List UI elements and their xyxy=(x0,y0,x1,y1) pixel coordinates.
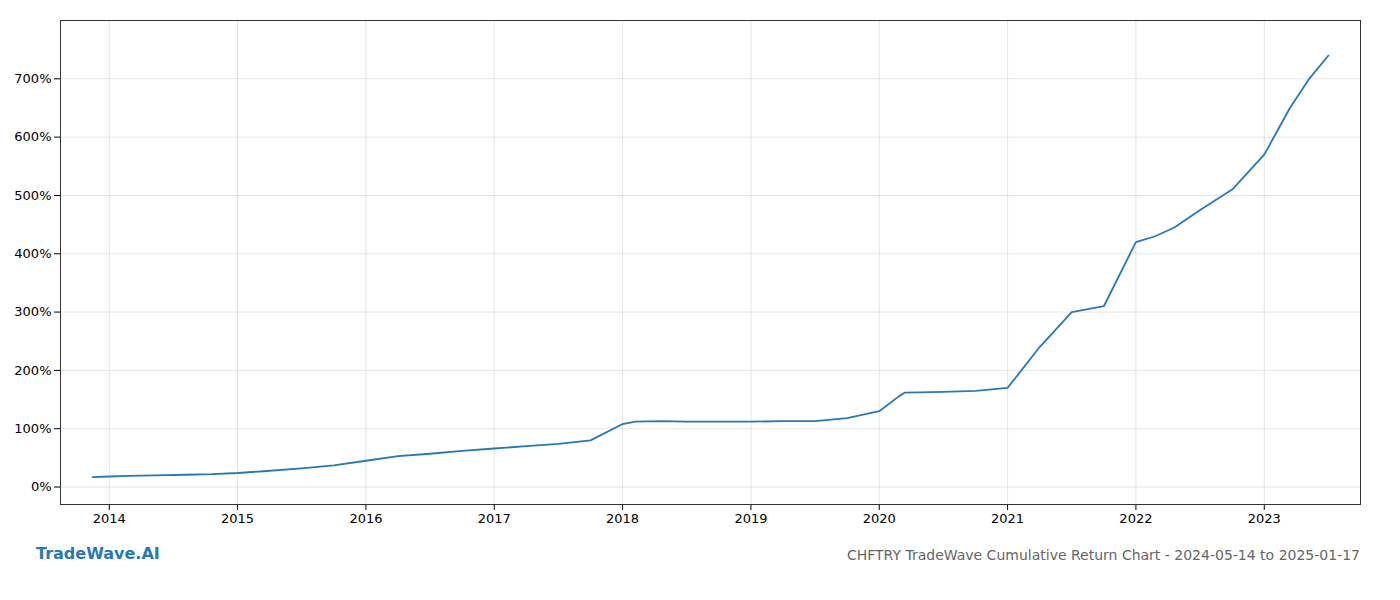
svg-text:2021: 2021 xyxy=(991,511,1024,526)
svg-text:2019: 2019 xyxy=(734,511,767,526)
html-text:TradeWave.AI: TradeWave.AI xyxy=(36,544,160,563)
svg-text:500%: 500% xyxy=(14,188,51,203)
svg-text:2016: 2016 xyxy=(349,511,382,526)
svg-text:700%: 700% xyxy=(14,71,51,86)
svg-text:600%: 600% xyxy=(14,129,51,144)
svg-text:2022: 2022 xyxy=(1119,511,1152,526)
svg-text:2015: 2015 xyxy=(221,511,254,526)
svg-text:2020: 2020 xyxy=(863,511,896,526)
html-text:CHFTRY TradeWave Cumulative Re: CHFTRY TradeWave Cumulative Return Chart… xyxy=(846,547,1360,563)
svg-text:2014: 2014 xyxy=(93,511,126,526)
svg-text:2018: 2018 xyxy=(606,511,639,526)
svg-text:0%: 0% xyxy=(31,479,52,494)
svg-text:2017: 2017 xyxy=(478,511,511,526)
svg-text:2023: 2023 xyxy=(1248,511,1281,526)
svg-text:100%: 100% xyxy=(14,421,51,436)
svg-text:200%: 200% xyxy=(14,363,51,378)
svg-text:300%: 300% xyxy=(14,304,51,319)
svg-text:400%: 400% xyxy=(14,246,51,261)
